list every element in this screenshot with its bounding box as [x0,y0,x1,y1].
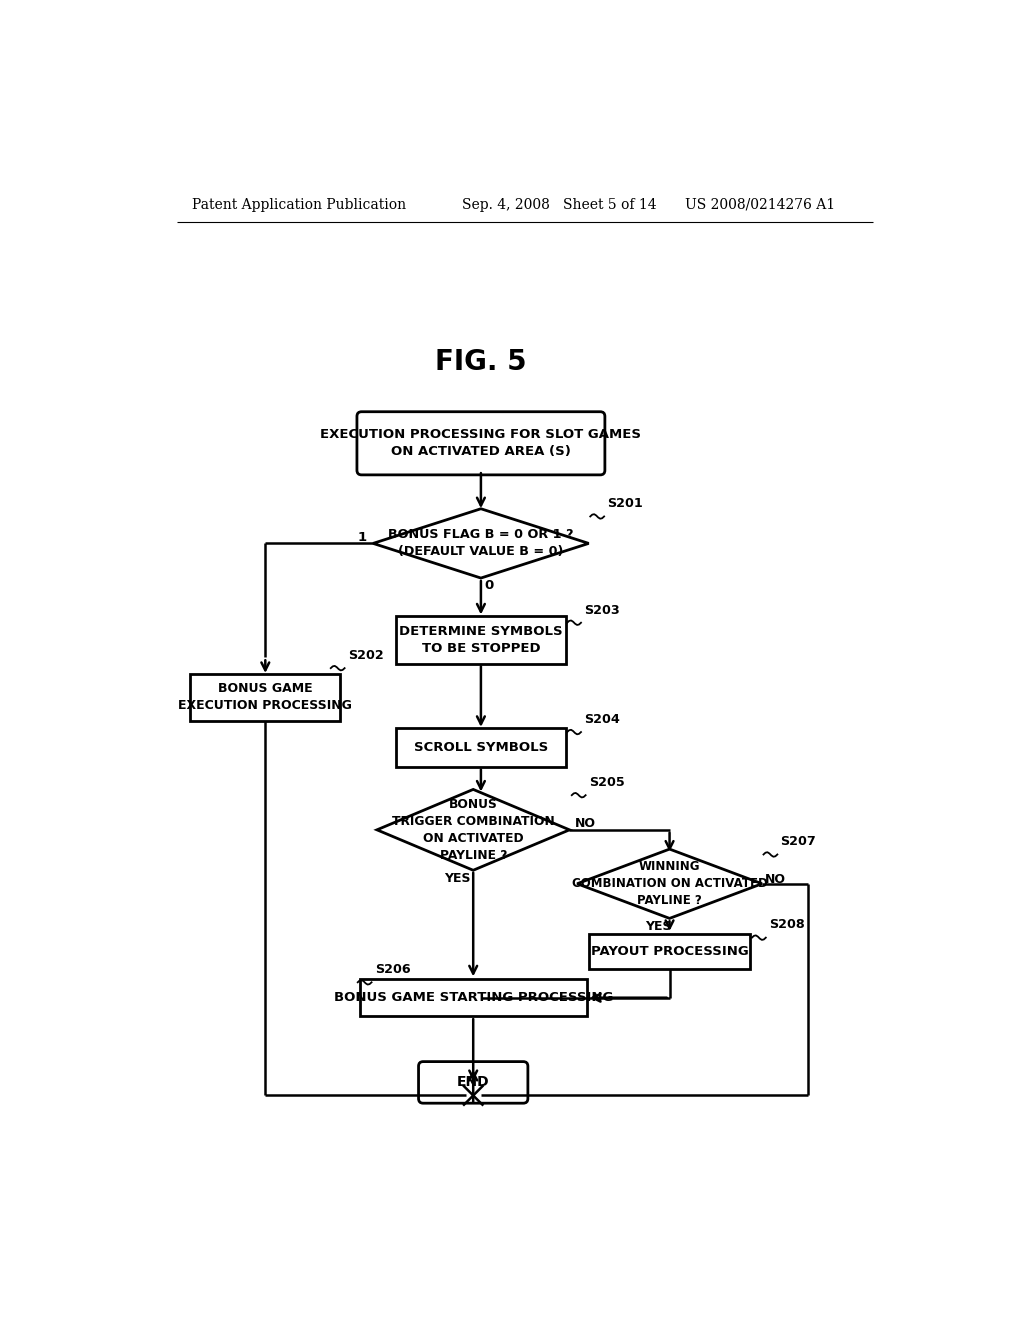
Text: BONUS FLAG B = 0 OR 1 ?
(DEFAULT VALUE B = 0): BONUS FLAG B = 0 OR 1 ? (DEFAULT VALUE B… [388,528,573,558]
Text: BONUS
TRIGGER COMBINATION
ON ACTIVATED
PAYLINE ?: BONUS TRIGGER COMBINATION ON ACTIVATED P… [392,797,555,862]
Text: S203: S203 [584,603,620,616]
Text: S201: S201 [607,498,643,511]
Bar [396,729,565,767]
Bar [589,933,751,969]
Text: YES: YES [444,871,471,884]
Text: SCROLL SYMBOLS: SCROLL SYMBOLS [414,741,548,754]
Text: 1: 1 [357,531,367,544]
Text: S202: S202 [348,649,383,663]
Text: WINNING
COMBINATION ON ACTIVATED
PAYLINE ?: WINNING COMBINATION ON ACTIVATED PAYLINE… [571,861,767,907]
Text: S208: S208 [769,919,805,932]
Text: S206: S206 [375,964,411,977]
Text: NO: NO [574,817,596,830]
Text: PAYOUT PROCESSING: PAYOUT PROCESSING [591,945,749,958]
Text: NO: NO [765,873,786,886]
Text: S207: S207 [780,836,816,849]
Text: Sep. 4, 2008   Sheet 5 of 14: Sep. 4, 2008 Sheet 5 of 14 [462,198,656,211]
Text: DETERMINE SYMBOLS
TO BE STOPPED: DETERMINE SYMBOLS TO BE STOPPED [399,624,563,655]
Text: Patent Application Publication: Patent Application Publication [193,198,407,211]
Text: US 2008/0214276 A1: US 2008/0214276 A1 [685,198,836,211]
Text: 0: 0 [484,579,494,593]
FancyBboxPatch shape [419,1061,528,1104]
Text: BONUS GAME
EXECUTION PROCESSING: BONUS GAME EXECUTION PROCESSING [178,682,352,713]
Polygon shape [373,508,589,578]
Bar [359,979,587,1016]
Text: END: END [457,1076,489,1089]
FancyBboxPatch shape [357,412,605,475]
Text: S204: S204 [584,713,620,726]
Text: YES: YES [645,920,672,933]
Polygon shape [578,849,762,919]
Text: FIG. 5: FIG. 5 [435,348,526,376]
Text: BONUS GAME STARTING PROCESSING: BONUS GAME STARTING PROCESSING [334,991,613,1005]
Polygon shape [377,789,569,870]
Bar [396,615,565,664]
Bar [190,675,340,721]
Text: EXECUTION PROCESSING FOR SLOT GAMES
ON ACTIVATED AREA (S): EXECUTION PROCESSING FOR SLOT GAMES ON A… [321,428,641,458]
Text: S205: S205 [589,776,625,789]
